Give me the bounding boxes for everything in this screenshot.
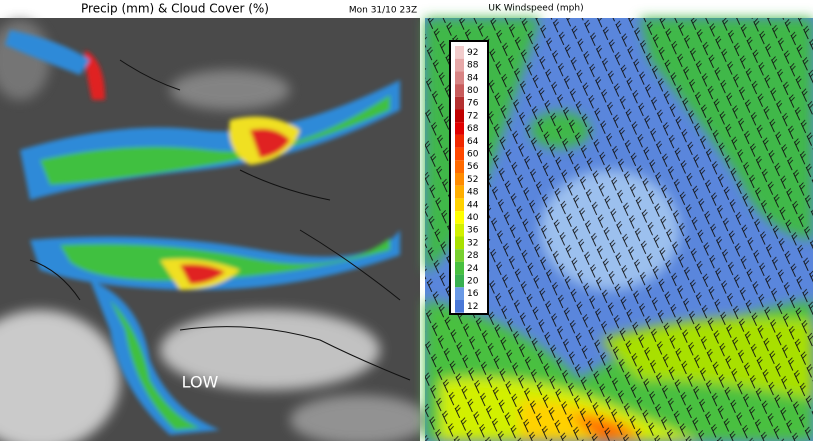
legend-swatch: [455, 160, 464, 173]
legend-label: 80: [467, 86, 479, 96]
legend-swatch: [455, 109, 464, 123]
legend-swatch: [455, 71, 464, 85]
legend-label: 84: [467, 73, 479, 83]
legend-swatch: [455, 58, 464, 72]
legend-label: 72: [467, 111, 478, 121]
legend-label: 40: [467, 213, 479, 223]
low-label: LOW: [182, 373, 219, 392]
legend-label: 68: [467, 124, 479, 134]
timestamp: Mon 31/10 23Z: [349, 6, 417, 16]
legend-label: 12: [467, 302, 478, 312]
legend-swatch: [455, 249, 464, 262]
legend-swatch: [455, 300, 464, 313]
legend-swatch: [455, 122, 464, 135]
legend-label: 52: [467, 175, 478, 185]
legend-swatch: [455, 173, 464, 186]
legend-swatch: [455, 261, 464, 275]
legend-swatch: [455, 147, 464, 161]
legend-label: 36: [467, 226, 479, 236]
legend-swatch: [455, 134, 464, 148]
legend-label: 88: [467, 61, 479, 71]
legend-label: 60: [467, 149, 479, 159]
legend-swatch: [455, 274, 464, 288]
legend-label: 92: [467, 48, 478, 58]
wind-title: UK Windspeed (mph): [488, 4, 583, 14]
legend-swatch: [455, 198, 464, 212]
legend-label: 16: [467, 289, 479, 299]
legend-label: 24: [467, 264, 479, 274]
wind-map: [425, 18, 813, 441]
legend-label: 56: [467, 162, 479, 172]
legend-swatch: [455, 84, 464, 97]
legend-swatch: [455, 46, 464, 59]
legend-label: 20: [467, 276, 479, 286]
legend-label: 28: [467, 251, 479, 261]
legend-swatch: [455, 211, 464, 224]
legend-swatch: [455, 236, 464, 250]
precip-title: Precip (mm) & Cloud Cover (%): [81, 2, 269, 16]
legend-label: 76: [467, 99, 479, 109]
precip-map: LOW: [0, 18, 430, 441]
legend-label: 64: [467, 137, 479, 147]
legend-swatch: [455, 223, 464, 237]
legend-label: 48: [467, 188, 479, 198]
legend: 92 88 84 80 76 72 68 64 60 56 52 48 44 40 36 32 28 24 20 16…: [449, 40, 489, 315]
legend-swatch: [455, 185, 464, 199]
legend-swatch: [455, 287, 464, 300]
legend-swatch: [455, 96, 464, 110]
legend-label: 32: [467, 238, 478, 248]
legend-label: 44: [467, 200, 479, 210]
